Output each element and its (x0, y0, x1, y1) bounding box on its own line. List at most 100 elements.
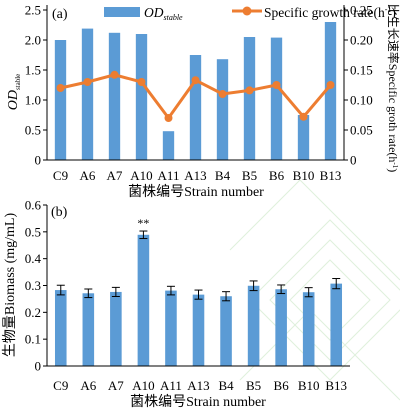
panel-a-category-label: B13 (320, 168, 342, 183)
b-tick-label: 0.6 (25, 198, 42, 213)
panel-a-bars (54, 22, 337, 161)
legend-od-label: ODstable (144, 5, 183, 22)
panel-a-category-label: B4 (215, 168, 231, 183)
right-tick-label: 0.20 (350, 33, 373, 48)
rate-point-C9 (56, 84, 65, 92)
panel-b-category-label: A13 (187, 378, 209, 393)
biomass-bar-A7 (110, 291, 122, 366)
rate-point-B10 (299, 112, 308, 121)
panel-b-category-label: A10 (132, 378, 154, 393)
right-tick-label: 0.15 (350, 63, 373, 78)
rate-point-A10 (137, 78, 146, 86)
rate-point-B6 (272, 81, 281, 89)
b-tick-label: 0.2 (25, 305, 41, 320)
panel-a-x-ticks: C9 A6 A7 A10 A11 A13 B4 B5 B6 B10 B13 (53, 168, 341, 183)
panel-b-error-bars (56, 230, 341, 302)
panel-b-category-label: C9 (53, 378, 68, 393)
b-tick-label: 0.5 (25, 224, 41, 239)
biomass-bar-A6 (82, 293, 95, 366)
od-bar-B4 (216, 59, 229, 161)
od-bar-C9 (54, 40, 67, 160)
biomass-bar-B13 (330, 283, 343, 366)
od-bar-A10 (135, 34, 148, 160)
panel-a-left-ticks: 0 0.5 1.0 1.5 2.0 2.5 (25, 3, 47, 168)
biomass-bar-B4 (220, 296, 232, 366)
panel-a-category-label: A13 (184, 168, 206, 183)
rate-point-B4 (218, 90, 227, 98)
panel-b-category-label: A11 (160, 378, 182, 393)
growth-rate-markers (56, 70, 335, 122)
legend-od-swatch (104, 7, 140, 17)
od-bar-A13 (189, 55, 202, 160)
panel-a-right-ticks: 0 0.05 0.10 0.15 0.20 0.25 (344, 3, 373, 168)
panel-b-annotations: ** (137, 216, 149, 230)
panel-b-category-label: B6 (274, 378, 290, 393)
rate-point-A7 (110, 70, 119, 79)
legend-rate-label: Specific growth rate(h-1) (264, 5, 396, 20)
panel-a: 0 0.5 1.0 1.5 2.0 2.5 0 0.05 0.10 0.15 0.20 0.25 C… (6, 3, 400, 201)
panel-b-category-label: A6 (80, 378, 96, 393)
panel-a-label: (a) (52, 7, 68, 22)
panel-a-legend: ODstable Specific growth rate(h-1) (104, 5, 396, 22)
rate-point-B13 (326, 81, 335, 89)
panel-a-category-label: A6 (80, 168, 96, 183)
rate-point-B5 (245, 86, 254, 95)
panel-b-x-axis-title: 菌株编号Strain number (130, 394, 266, 410)
panel-a-category-label: A11 (158, 168, 180, 183)
rate-point-A13 (191, 76, 200, 85)
right-tick-label: 0 (350, 153, 357, 168)
panel-b-x-ticks: C9 A6 A7 A10 A11 A13 B4 B5 B6 B10 B13 (53, 378, 347, 393)
left-tick-label: 0 (35, 153, 42, 168)
biomass-bar-C9 (54, 290, 67, 366)
right-tick-label: 0.10 (350, 93, 373, 108)
panel-b-category-label: B5 (246, 378, 261, 393)
panel-a-category-label: B6 (269, 168, 285, 183)
rate-point-A6 (83, 78, 92, 86)
biomass-bar-B6 (275, 289, 287, 366)
panel-b-plot-area: 0 0.1 0.2 0.3 0.4 0.5 0.6 C9 A6 A7 A10 A11 A13 B4 B5 B… (25, 198, 350, 393)
panel-a-category-label: C9 (53, 168, 68, 183)
panel-a-right-axis-title: 比生长速率Specific groth rate(h-1) (386, 4, 400, 172)
panel-a-category-label: B10 (293, 168, 315, 183)
od-bar-B5 (243, 37, 256, 160)
left-tick-label: 1.0 (25, 93, 41, 108)
left-tick-label: 0.5 (25, 123, 41, 138)
panel-b: 0 0.1 0.2 0.3 0.4 0.5 0.6 C9 A6 A7 A10 A11 A13 B4 B5 B… (2, 198, 350, 410)
od-bar-A7 (108, 32, 121, 160)
panel-a-x-axis-title: 菌株编号Strain number (128, 184, 264, 200)
b-tick-label: 0 (35, 359, 42, 374)
od-bar-B10 (297, 115, 310, 160)
panel-a-plot-area: 0 0.5 1.0 1.5 2.0 2.5 0 0.05 0.10 0.15 0.20 0.25 C… (25, 3, 373, 184)
left-tick-label: 2.5 (25, 3, 41, 18)
panel-b-label: (b) (51, 205, 68, 220)
significance-marker: ** (137, 216, 149, 230)
biomass-bar-B10 (302, 292, 315, 366)
panel-b-category-label: B4 (218, 378, 234, 393)
b-tick-label: 0.1 (25, 332, 41, 347)
biomass-bar-B5 (247, 285, 260, 366)
od-bar-A11 (162, 131, 175, 160)
od-bar-B6 (270, 37, 283, 160)
panel-a-category-label: B5 (242, 168, 257, 183)
panel-b-y-axis-title: 生物量Biomass (mg/mL) (2, 213, 18, 358)
panel-b-category-label: B10 (298, 378, 320, 393)
legend-rate-swatch-marker (242, 6, 252, 16)
panel-b-bars (54, 234, 343, 366)
rate-point-A11 (164, 114, 173, 122)
right-tick-label: 0.05 (350, 123, 373, 138)
od-bar-A6 (81, 28, 94, 160)
left-tick-label: 1.5 (25, 63, 41, 78)
right-tick-label: 0.25 (350, 3, 373, 18)
b-tick-label: 0.3 (25, 278, 41, 293)
left-tick-label: 2.0 (25, 33, 41, 48)
biomass-bar-A11 (165, 290, 177, 366)
b-tick-label: 0.4 (25, 251, 42, 266)
panel-a-left-axis-title: ODstable (6, 74, 22, 111)
panel-b-y-ticks: 0 0.1 0.2 0.3 0.4 0.5 0.6 (25, 198, 47, 374)
biomass-bar-A10 (137, 234, 150, 366)
biomass-bar-A13 (192, 294, 205, 366)
panel-a-category-label: A7 (107, 168, 123, 183)
panel-a-category-label: A10 (130, 168, 152, 183)
panel-b-category-label: B13 (325, 378, 347, 393)
